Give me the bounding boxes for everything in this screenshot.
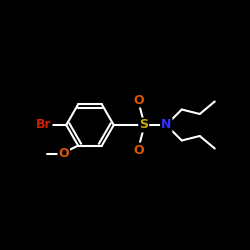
Text: Br: Br <box>36 118 52 132</box>
Text: O: O <box>134 94 144 106</box>
Text: O: O <box>134 144 144 156</box>
Text: S: S <box>139 118 148 132</box>
Text: O: O <box>58 147 69 160</box>
Text: N: N <box>161 118 172 132</box>
